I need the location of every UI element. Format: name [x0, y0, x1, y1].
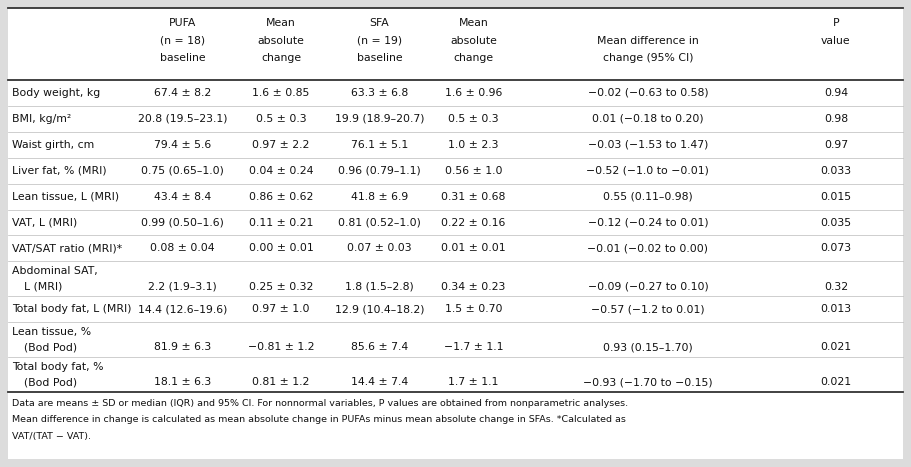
Text: change: change	[454, 53, 494, 63]
Text: 14.4 ± 7.4: 14.4 ± 7.4	[351, 377, 408, 387]
Text: 0.01 (−0.18 to 0.20): 0.01 (−0.18 to 0.20)	[592, 114, 703, 124]
Text: 0.021: 0.021	[820, 342, 852, 352]
Text: −0.93 (−1.70 to −0.15): −0.93 (−1.70 to −0.15)	[583, 377, 712, 387]
Text: Mean: Mean	[266, 18, 296, 28]
Text: −0.57 (−1.2 to 0.01): −0.57 (−1.2 to 0.01)	[591, 304, 705, 314]
Text: 67.4 ± 8.2: 67.4 ± 8.2	[154, 88, 211, 98]
Text: absolute: absolute	[258, 35, 304, 45]
Text: 0.56 ± 1.0: 0.56 ± 1.0	[445, 166, 502, 176]
Text: 0.96 (0.79–1.1): 0.96 (0.79–1.1)	[338, 166, 421, 176]
Text: Mean: Mean	[458, 18, 488, 28]
Text: 0.22 ± 0.16: 0.22 ± 0.16	[441, 218, 506, 227]
Text: 0.01 ± 0.01: 0.01 ± 0.01	[441, 243, 506, 254]
Text: 0.033: 0.033	[820, 166, 852, 176]
Text: VAT/SAT ratio (MRI)*: VAT/SAT ratio (MRI)*	[13, 243, 123, 254]
Text: L (MRI): L (MRI)	[17, 282, 63, 291]
Text: PUFA: PUFA	[169, 18, 196, 28]
Text: 0.75 (0.65–1.0): 0.75 (0.65–1.0)	[141, 166, 224, 176]
Text: −0.02 (−0.63 to 0.58): −0.02 (−0.63 to 0.58)	[588, 88, 708, 98]
Text: 0.55 (0.11–0.98): 0.55 (0.11–0.98)	[603, 191, 692, 202]
Text: −0.12 (−0.24 to 0.01): −0.12 (−0.24 to 0.01)	[588, 218, 708, 227]
Text: 0.04 ± 0.24: 0.04 ± 0.24	[249, 166, 313, 176]
Text: −0.52 (−1.0 to −0.01): −0.52 (−1.0 to −0.01)	[587, 166, 710, 176]
Text: 0.5 ± 0.3: 0.5 ± 0.3	[448, 114, 498, 124]
Text: 0.94: 0.94	[824, 88, 848, 98]
Text: BMI, kg/m²: BMI, kg/m²	[13, 114, 72, 124]
Text: change: change	[261, 53, 301, 63]
Text: 12.9 (10.4–18.2): 12.9 (10.4–18.2)	[334, 304, 425, 314]
Text: VAT/(TAT − VAT).: VAT/(TAT − VAT).	[13, 432, 91, 441]
Text: −0.03 (−1.53 to 1.47): −0.03 (−1.53 to 1.47)	[588, 140, 708, 150]
Text: VAT, L (MRI): VAT, L (MRI)	[13, 218, 77, 227]
Text: 76.1 ± 5.1: 76.1 ± 5.1	[351, 140, 408, 150]
Text: −0.81 ± 1.2: −0.81 ± 1.2	[248, 342, 314, 352]
Text: 14.4 (12.6–19.6): 14.4 (12.6–19.6)	[138, 304, 227, 314]
Text: 1.6 ± 0.85: 1.6 ± 0.85	[252, 88, 310, 98]
Text: 0.073: 0.073	[820, 243, 852, 254]
Text: value: value	[821, 35, 851, 45]
Text: (Bod Pod): (Bod Pod)	[17, 377, 77, 387]
Text: 0.93 (0.15–1.70): 0.93 (0.15–1.70)	[603, 342, 692, 352]
Text: Waist girth, cm: Waist girth, cm	[13, 140, 95, 150]
Text: 0.32: 0.32	[824, 282, 848, 291]
Text: 20.8 (19.5–23.1): 20.8 (19.5–23.1)	[138, 114, 227, 124]
Text: Body weight, kg: Body weight, kg	[13, 88, 101, 98]
Text: 0.5 ± 0.3: 0.5 ± 0.3	[256, 114, 306, 124]
Text: 85.6 ± 7.4: 85.6 ± 7.4	[351, 342, 408, 352]
Text: 0.035: 0.035	[820, 218, 852, 227]
Text: Total body fat, %: Total body fat, %	[13, 362, 104, 372]
Text: 0.81 (0.52–1.0): 0.81 (0.52–1.0)	[338, 218, 421, 227]
Text: (Bod Pod): (Bod Pod)	[17, 342, 77, 352]
Text: 0.015: 0.015	[820, 191, 852, 202]
Text: Mean difference in change is calculated as mean absolute change in PUFAs minus m: Mean difference in change is calculated …	[13, 416, 627, 425]
Text: absolute: absolute	[450, 35, 496, 45]
Text: Liver fat, % (MRI): Liver fat, % (MRI)	[13, 166, 107, 176]
Text: 43.4 ± 8.4: 43.4 ± 8.4	[154, 191, 211, 202]
Text: 0.31 ± 0.68: 0.31 ± 0.68	[441, 191, 506, 202]
Text: Abdominal SAT,: Abdominal SAT,	[13, 266, 98, 276]
Text: Data are means ± SD or median (IQR) and 95% CI. For nonnormal variables, P value: Data are means ± SD or median (IQR) and …	[13, 399, 629, 408]
Text: 0.97 ± 1.0: 0.97 ± 1.0	[252, 304, 310, 314]
Text: −1.7 ± 1.1: −1.7 ± 1.1	[444, 342, 503, 352]
Text: 1.7 ± 1.1: 1.7 ± 1.1	[448, 377, 498, 387]
Text: 0.99 (0.50–1.6): 0.99 (0.50–1.6)	[141, 218, 224, 227]
Text: 79.4 ± 5.6: 79.4 ± 5.6	[154, 140, 211, 150]
Text: 1.0 ± 2.3: 1.0 ± 2.3	[448, 140, 498, 150]
Text: 0.86 ± 0.62: 0.86 ± 0.62	[249, 191, 313, 202]
Text: 0.08 ± 0.04: 0.08 ± 0.04	[150, 243, 215, 254]
Text: 0.11 ± 0.21: 0.11 ± 0.21	[249, 218, 313, 227]
Text: baseline: baseline	[356, 53, 403, 63]
Text: P: P	[833, 18, 839, 28]
Text: 2.2 (1.9–3.1): 2.2 (1.9–3.1)	[148, 282, 217, 291]
Text: 41.8 ± 6.9: 41.8 ± 6.9	[351, 191, 408, 202]
Text: (n = 18): (n = 18)	[160, 35, 205, 45]
Text: −0.09 (−0.27 to 0.10): −0.09 (−0.27 to 0.10)	[588, 282, 708, 291]
Text: Mean difference in: Mean difference in	[597, 35, 699, 45]
Text: 0.97: 0.97	[824, 140, 848, 150]
Text: baseline: baseline	[159, 53, 205, 63]
Text: 0.00 ± 0.01: 0.00 ± 0.01	[249, 243, 313, 254]
Text: 63.3 ± 6.8: 63.3 ± 6.8	[351, 88, 408, 98]
Text: 0.97 ± 2.2: 0.97 ± 2.2	[252, 140, 310, 150]
Text: (n = 19): (n = 19)	[357, 35, 402, 45]
Text: 0.34 ± 0.23: 0.34 ± 0.23	[441, 282, 506, 291]
Text: SFA: SFA	[370, 18, 389, 28]
Text: 0.013: 0.013	[820, 304, 852, 314]
Text: 0.25 ± 0.32: 0.25 ± 0.32	[249, 282, 313, 291]
Text: 19.9 (18.9–20.7): 19.9 (18.9–20.7)	[334, 114, 425, 124]
Text: 0.07 ± 0.03: 0.07 ± 0.03	[347, 243, 412, 254]
Text: 0.98: 0.98	[824, 114, 848, 124]
Text: −0.01 (−0.02 to 0.00): −0.01 (−0.02 to 0.00)	[588, 243, 709, 254]
Text: 1.8 (1.5–2.8): 1.8 (1.5–2.8)	[345, 282, 414, 291]
Text: 0.021: 0.021	[820, 377, 852, 387]
Text: 18.1 ± 6.3: 18.1 ± 6.3	[154, 377, 211, 387]
Text: 81.9 ± 6.3: 81.9 ± 6.3	[154, 342, 211, 352]
Text: Total body fat, L (MRI): Total body fat, L (MRI)	[13, 304, 132, 314]
Text: 1.5 ± 0.70: 1.5 ± 0.70	[445, 304, 502, 314]
Text: change (95% CI): change (95% CI)	[603, 53, 693, 63]
Text: Lean tissue, L (MRI): Lean tissue, L (MRI)	[13, 191, 119, 202]
Text: Lean tissue, %: Lean tissue, %	[13, 327, 92, 337]
Text: 1.6 ± 0.96: 1.6 ± 0.96	[445, 88, 502, 98]
Text: 0.81 ± 1.2: 0.81 ± 1.2	[252, 377, 310, 387]
